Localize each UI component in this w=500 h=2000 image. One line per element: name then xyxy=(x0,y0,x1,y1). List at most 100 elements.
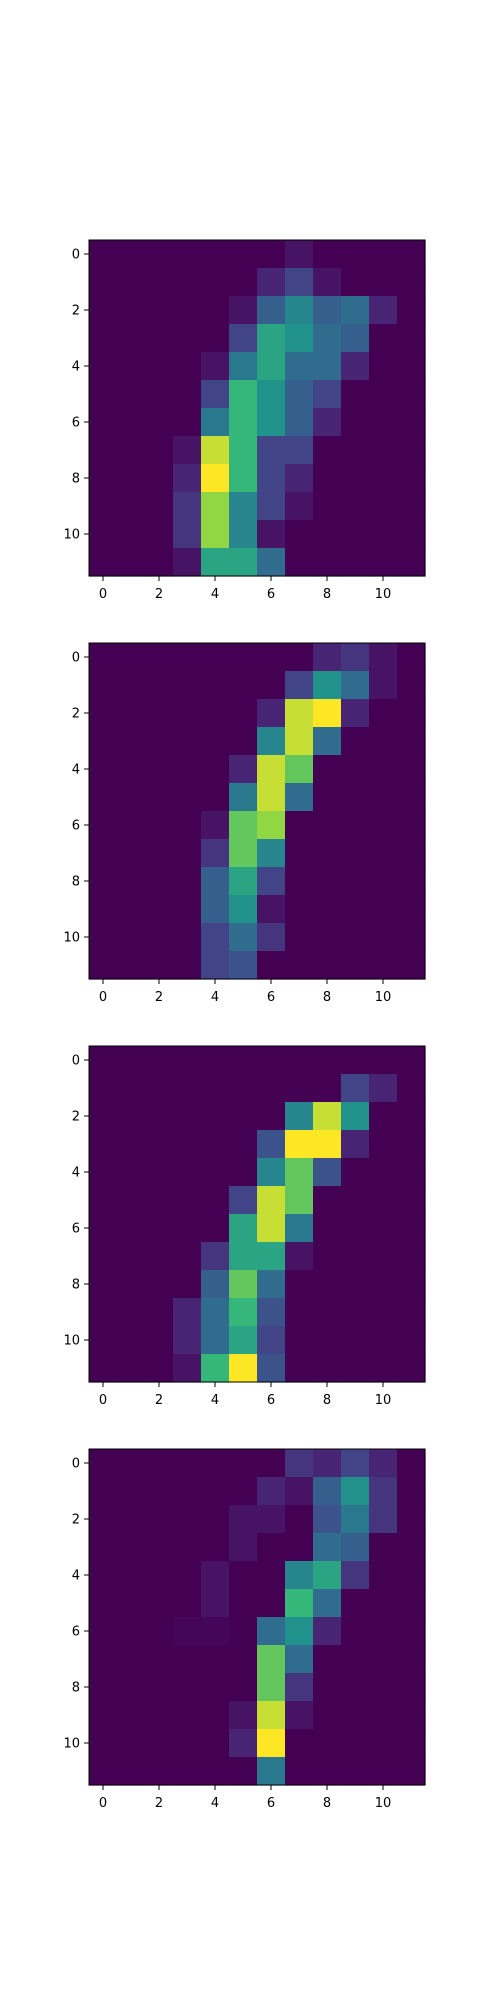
heatmap-cell xyxy=(285,811,314,840)
heatmap-cell xyxy=(145,699,174,728)
heatmap-cell xyxy=(397,811,426,840)
x-tick-label: 4 xyxy=(211,587,219,602)
heatmap-cell xyxy=(397,1505,426,1534)
heatmap-cell xyxy=(145,895,174,924)
heatmap-cell xyxy=(173,839,202,868)
heatmap-cell xyxy=(229,1270,258,1299)
axes-frame xyxy=(88,1448,426,1786)
heatmap-cell xyxy=(173,1617,202,1646)
heatmap-cell xyxy=(173,1130,202,1159)
heatmap-cell xyxy=(397,268,426,297)
heatmap-cell xyxy=(341,1270,370,1299)
heatmap-cell xyxy=(397,296,426,325)
heatmap-cell xyxy=(257,1158,286,1187)
heatmap-cell xyxy=(145,951,174,980)
heatmap-cell xyxy=(173,1326,202,1355)
x-tick-label: 2 xyxy=(155,587,163,602)
heatmap-cell xyxy=(117,727,146,756)
heatmap-cell xyxy=(117,240,146,269)
heatmap-cell xyxy=(201,1533,230,1562)
y-tick-label: 10 xyxy=(63,1334,80,1349)
heatmap-cell xyxy=(313,643,342,672)
heatmap-cell xyxy=(313,380,342,409)
heatmap-cell xyxy=(397,783,426,812)
heatmap-cell xyxy=(117,1701,146,1730)
heatmap-cell xyxy=(341,492,370,521)
heatmap-cell xyxy=(201,839,230,868)
heatmap-cell xyxy=(229,1158,258,1187)
heatmap-cell xyxy=(313,1186,342,1215)
heatmap-cell xyxy=(229,296,258,325)
heatmap-cell xyxy=(201,727,230,756)
heatmap-cell xyxy=(257,492,286,521)
heatmap-cell xyxy=(117,1186,146,1215)
heatmap-cell xyxy=(257,1186,286,1215)
heatmap-cell xyxy=(313,1158,342,1187)
heatmap-cell xyxy=(369,1757,398,1786)
heatmap-cell xyxy=(117,1298,146,1327)
heatmap-cell xyxy=(285,1158,314,1187)
heatmap-cell xyxy=(369,1130,398,1159)
heatmap-cell xyxy=(145,1298,174,1327)
y-tick-label: 0 xyxy=(72,248,80,263)
heatmap-cell xyxy=(285,783,314,812)
heatmap-cell xyxy=(145,1158,174,1187)
heatmap-cell xyxy=(173,783,202,812)
heatmap-cell xyxy=(341,464,370,493)
heatmap-cell xyxy=(313,1757,342,1786)
heatmap-cell xyxy=(369,268,398,297)
heatmap-cell xyxy=(341,1186,370,1215)
heatmap-cell xyxy=(257,324,286,353)
y-tick-label: 0 xyxy=(72,1457,80,1472)
heatmap-panel-3: 0 2 4 6 8 10 0 2 4 6 8 10 xyxy=(63,1045,426,1408)
heatmap-cell xyxy=(397,1757,426,1786)
heatmap-cell xyxy=(257,436,286,465)
heatmap-cell xyxy=(173,1298,202,1327)
heatmap-cell xyxy=(89,1046,118,1075)
heatmap-cell xyxy=(201,1645,230,1674)
heatmap-cell xyxy=(285,1533,314,1562)
heatmap-cell xyxy=(313,867,342,896)
heatmap-cell xyxy=(285,240,314,269)
axes-frame xyxy=(88,642,426,980)
heatmap-cell xyxy=(369,324,398,353)
heatmap-cell xyxy=(201,380,230,409)
heatmap-cell xyxy=(145,240,174,269)
heatmap-cell xyxy=(117,352,146,381)
y-tick-label: 2 xyxy=(72,1513,80,1528)
heatmap-cell xyxy=(313,783,342,812)
heatmap-cell xyxy=(201,1505,230,1534)
heatmap-cell xyxy=(117,1617,146,1646)
heatmap-cell xyxy=(89,1326,118,1355)
heatmap-cell xyxy=(89,1298,118,1327)
heatmap-cell xyxy=(117,867,146,896)
heatmap-cell xyxy=(257,1354,286,1383)
heatmap-cell xyxy=(201,755,230,784)
heatmap-cell xyxy=(313,1270,342,1299)
heatmap-cell xyxy=(313,1074,342,1103)
heatmap-cell xyxy=(397,1617,426,1646)
x-tick-label: 8 xyxy=(323,587,331,602)
heatmap-cell xyxy=(285,520,314,549)
heatmap-cell xyxy=(229,923,258,952)
heatmap-cell xyxy=(201,240,230,269)
heatmap-cell xyxy=(369,643,398,672)
heatmap-cell xyxy=(117,1645,146,1674)
heatmap-cell xyxy=(201,1326,230,1355)
x-tick-label: 6 xyxy=(267,990,275,1005)
heatmap-cell xyxy=(285,492,314,521)
heatmap-cell xyxy=(89,1673,118,1702)
heatmap-cell xyxy=(229,408,258,437)
heatmap-cell xyxy=(173,1102,202,1131)
heatmap-cell xyxy=(313,408,342,437)
heatmap-cell xyxy=(89,1701,118,1730)
heatmap-cell xyxy=(229,492,258,521)
heatmap-cell xyxy=(397,1701,426,1730)
heatmap-cell xyxy=(173,464,202,493)
heatmap-cell xyxy=(313,923,342,952)
heatmap-cell xyxy=(341,296,370,325)
heatmap-cell xyxy=(229,895,258,924)
heatmap-cell xyxy=(397,1589,426,1618)
heatmap-cell xyxy=(341,1158,370,1187)
heatmap-cell xyxy=(369,464,398,493)
